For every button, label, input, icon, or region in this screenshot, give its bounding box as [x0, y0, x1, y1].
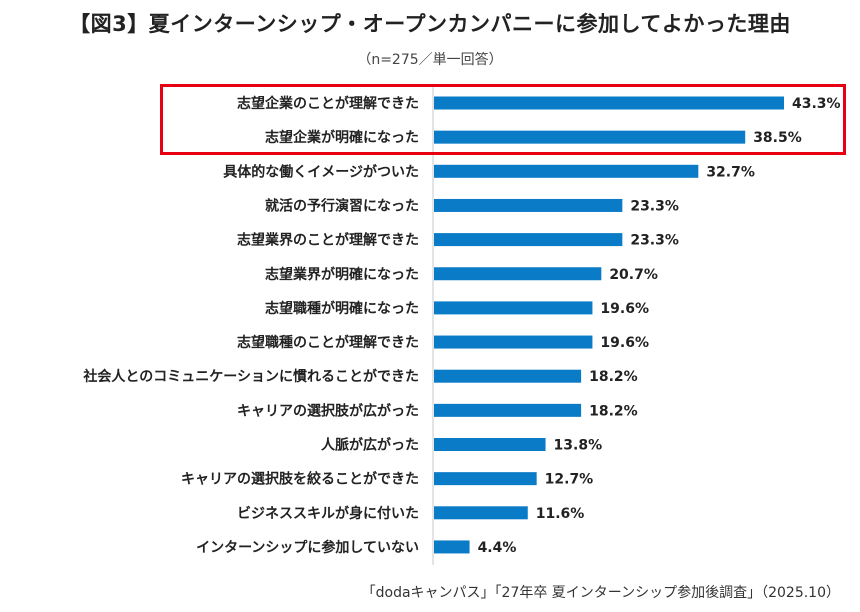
highlight-box — [160, 84, 846, 155]
value-label: 13.8% — [554, 438, 603, 454]
value-label: 43.3% — [792, 96, 841, 112]
category-label: 志望企業が明確になった — [265, 129, 419, 146]
bar — [434, 164, 699, 178]
bar — [434, 506, 528, 520]
category-label: 志望業界のことが理解できた — [237, 232, 419, 249]
value-label: 19.6% — [600, 335, 649, 351]
category-label: 就活の予行演習になった — [265, 197, 419, 214]
value-label: 23.3% — [630, 233, 679, 249]
bar — [434, 369, 582, 383]
value-label: 12.7% — [545, 472, 594, 488]
value-label: 18.2% — [589, 369, 638, 385]
category-label: ビジネススキルが身に付いた — [237, 505, 419, 522]
value-label: 18.2% — [589, 403, 638, 419]
bar — [434, 130, 746, 144]
bar — [434, 267, 602, 281]
category-label: 志望職種が明確になった — [265, 300, 419, 317]
value-label: 32.7% — [706, 164, 755, 180]
category-label: 志望業界が明確になった — [265, 266, 419, 283]
category-label: 社会人とのコミュニケーションに慣れることができた — [82, 368, 419, 385]
chart-title: 【図3】夏インターンシップ・オープンカンパニーに参加してよかった理由 — [69, 12, 791, 36]
bar — [434, 472, 537, 486]
value-label: 38.5% — [753, 130, 802, 146]
bar — [434, 403, 582, 417]
category-label: 人脈が広がった — [321, 437, 419, 454]
category-label: インターンシップに参加していない — [196, 539, 419, 556]
bar — [434, 438, 546, 451]
bar — [434, 301, 593, 315]
bar — [434, 198, 623, 212]
value-label: 11.6% — [536, 506, 585, 522]
category-label: キャリアの選択肢を絞ることができた — [181, 471, 419, 488]
bar — [434, 96, 784, 110]
value-label: 4.4% — [478, 540, 517, 556]
bar — [434, 540, 470, 554]
source-note: 「dodaキャンパス」「27年卒 夏インターンシップ参加後調査」（2025.10… — [361, 585, 840, 601]
category-label: 具体的な働くイメージがついた — [222, 163, 419, 180]
chart-subtitle: （n=275／単一回答） — [357, 52, 503, 68]
category-label: キャリアの選択肢が広がった — [237, 402, 419, 419]
category-label: 志望企業のことが理解できた — [237, 95, 419, 112]
value-label: 23.3% — [630, 198, 679, 214]
bar — [434, 335, 593, 349]
value-label: 20.7% — [609, 267, 658, 283]
value-label: 19.6% — [600, 301, 649, 317]
category-label: 志望職種のことが理解できた — [237, 334, 419, 351]
bar — [434, 233, 623, 247]
